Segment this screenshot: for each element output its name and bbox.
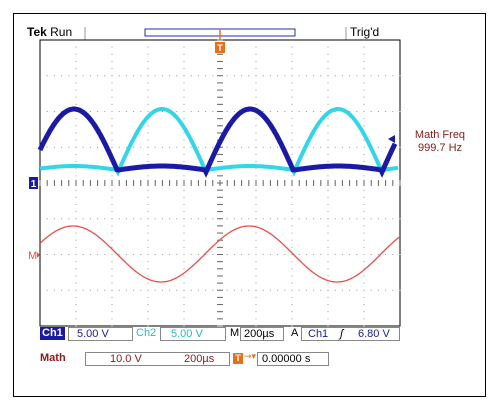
trigger-mode: A	[291, 327, 299, 339]
run-status: Run	[50, 25, 73, 39]
ch1-scale: 5.00 V	[77, 328, 109, 340]
ch1-ground-marker[interactable]: 1	[29, 177, 38, 190]
timebase-box[interactable]: 200µs	[240, 327, 284, 341]
ch1-scale-box[interactable]: 5.00 V	[68, 327, 133, 341]
trigger-marker-label: T	[217, 43, 223, 53]
horizontal-position-box[interactable]: 0.00000 s	[257, 352, 329, 366]
ch1-waveform	[37, 106, 398, 178]
brand-label: Tek	[27, 25, 47, 39]
math-time: 200µs	[184, 353, 215, 365]
horizontal-position: 0.00000 s	[262, 353, 311, 365]
trigger-slope-icon: ʃ	[340, 328, 344, 340]
math-marker-label: M	[28, 250, 37, 262]
math-label: Math	[40, 352, 66, 364]
math-waveform	[39, 225, 400, 283]
trigger-position-marker[interactable]: T	[215, 29, 225, 53]
measurement-label: Math Freq	[415, 129, 465, 141]
measurement-value: 999.7 Hz	[418, 142, 462, 154]
math-scale-box[interactable]: 10.0 V 200µs	[85, 352, 230, 366]
position-arrow-icon: →▾	[244, 352, 257, 362]
ch2-scale-box[interactable]: 5.00 V	[160, 327, 226, 341]
trigger-level: 6.80 V	[358, 328, 390, 340]
ch1-button[interactable]: Ch1	[40, 327, 65, 340]
timebase-value: 200µs	[244, 328, 275, 340]
waveforms	[37, 106, 400, 283]
trigger-position-icon: T	[233, 353, 243, 364]
ch2-button[interactable]: Ch2	[136, 327, 157, 339]
trigger-source: Ch1	[308, 328, 329, 340]
ch2-waveform	[39, 107, 399, 177]
ch2-scale: 5.00 V	[171, 328, 203, 340]
math-scale: 10.0 V	[110, 353, 142, 365]
timebase-label: M	[230, 327, 240, 339]
trigger-settings-box[interactable]: Ch1 ʃ 6.80 V	[301, 327, 400, 341]
ch1-marker-label: 1	[31, 179, 37, 190]
trigger-status: Trig'd	[350, 25, 380, 39]
math-ground-marker[interactable]: M	[28, 250, 40, 262]
header-left: Tek Run	[27, 25, 72, 39]
math-level-arrow	[388, 135, 395, 143]
